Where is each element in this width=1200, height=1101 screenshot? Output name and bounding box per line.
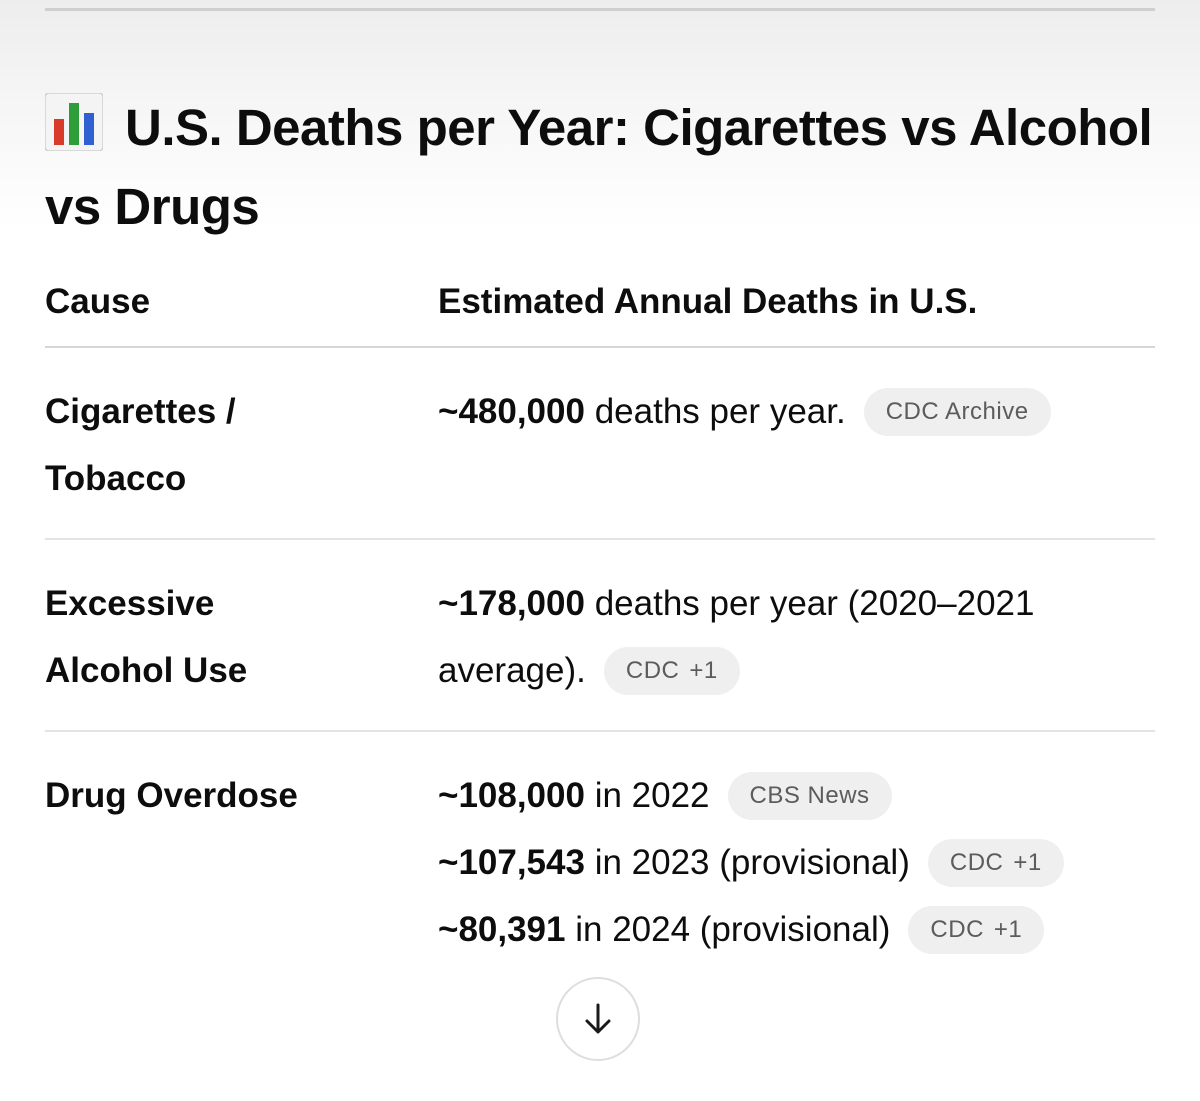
death-count: ~80,391 (438, 910, 566, 949)
bar-chart-emoji-icon (45, 93, 103, 151)
death-count: ~480,000 (438, 392, 585, 431)
row-deaths-alcohol: ~178,000 deaths per year (2020–2021 aver… (438, 570, 1158, 704)
header-divider (45, 346, 1155, 348)
source-extra-count: +1 (1013, 849, 1042, 876)
page-title-text: U.S. Deaths per Year: Cigarettes vs Alco… (45, 99, 1153, 235)
death-description: in 2024 (provisional) (565, 910, 891, 949)
column-header-cause: Cause (45, 282, 151, 321)
source-citation-button[interactable]: CDC +1 (908, 906, 1045, 954)
source-citation-button[interactable]: CDC +1 (927, 839, 1064, 887)
column-header-deaths: Estimated Annual Deaths in U.S. (438, 282, 978, 321)
scroll-down-button[interactable] (556, 977, 640, 1061)
source-citation-button[interactable]: CDC Archive (863, 388, 1051, 436)
row-deaths-overdose-2023: ~107,543 in 2023 (provisional) CDC +1 (438, 829, 1158, 896)
row-divider (45, 538, 1155, 540)
row-cause-tobacco: Cigarettes / Tobacco (45, 392, 236, 498)
death-description: deaths per year. (584, 392, 846, 431)
row-divider (45, 730, 1155, 732)
source-name: CDC (930, 916, 984, 943)
death-count: ~178,000 (438, 584, 585, 623)
row-deaths-overdose-2022: ~108,000 in 2022 CBS News (438, 762, 1158, 829)
death-count: ~108,000 (438, 776, 585, 815)
source-name: CDC (949, 849, 1004, 876)
row-deaths-tobacco: ~480,000 deaths per year. CDC Archive (438, 378, 1158, 445)
death-description: in 2023 (provisional) (584, 843, 910, 882)
source-extra-count: +1 (689, 657, 718, 684)
page-title: U.S. Deaths per Year: Cigarettes vs Alco… (45, 88, 1155, 246)
row-cause-overdose: Drug Overdose (45, 776, 298, 815)
source-citation-button[interactable]: CBS News (727, 772, 892, 820)
row-deaths-overdose-2024: ~80,391 in 2024 (provisional) CDC +1 (438, 896, 1158, 963)
source-extra-count: +1 (993, 916, 1023, 943)
source-citation-button[interactable]: CDC +1 (603, 647, 740, 695)
death-count: ~107,543 (438, 843, 585, 882)
top-divider (45, 8, 1155, 11)
death-description: in 2022 (584, 776, 710, 815)
arrow-down-icon (585, 1003, 611, 1034)
source-name: CDC Archive (885, 398, 1029, 425)
death-description: deaths per year (2020–2021 average). (438, 584, 1035, 690)
source-name: CDC (625, 657, 680, 684)
source-name: CBS News (749, 782, 870, 809)
row-cause-alcohol: Excessive Alcohol Use (45, 584, 248, 690)
